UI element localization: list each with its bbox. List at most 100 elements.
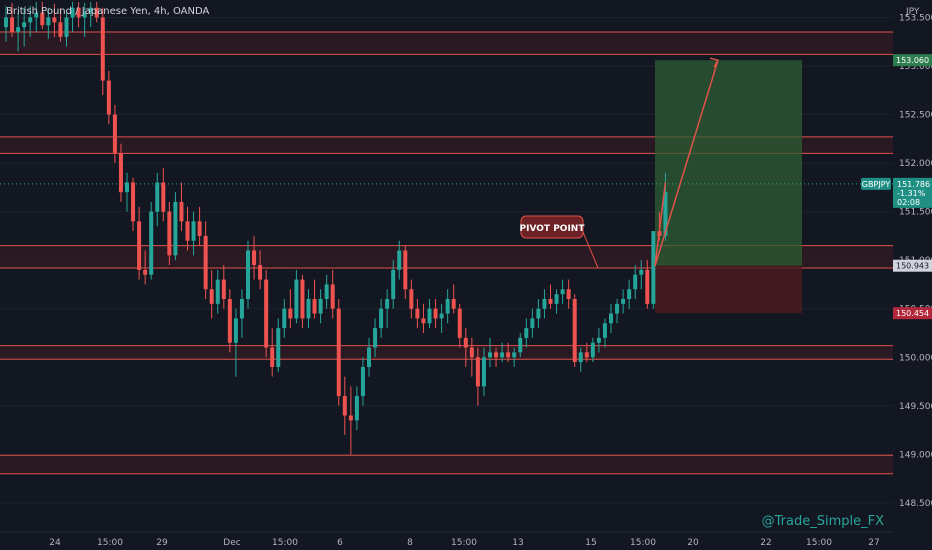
candle	[463, 328, 468, 367]
pivot-annotation[interactable]: PIVOT POINT	[520, 215, 599, 269]
candle	[252, 235, 257, 280]
candle-body	[143, 269, 148, 275]
candle-body	[367, 347, 371, 367]
candle-body	[88, 7, 93, 13]
candle	[52, 3, 57, 37]
price-tick-label: 148.500	[899, 499, 932, 509]
price-labels: 153.060 150.943 150.454 151.786-1.31%02:08 G…	[861, 54, 932, 320]
projection-arrowhead	[709, 57, 720, 68]
candle	[475, 347, 480, 406]
candle-body	[639, 269, 644, 275]
candle	[137, 206, 142, 280]
candle-body	[58, 22, 63, 37]
candle-body	[191, 221, 196, 241]
time-axis[interactable]: 24 15:00 29 Dec 15:00 6 8 15:00 13 15 15:00 20 22 15:…	[0, 531, 893, 548]
candle-body	[167, 211, 172, 256]
candle	[421, 303, 426, 333]
candle	[276, 318, 281, 372]
candle	[106, 70, 111, 125]
candle-body	[427, 308, 432, 324]
candle	[100, 7, 105, 96]
candle-body	[578, 352, 583, 363]
candle-body	[451, 299, 456, 309]
candle-body	[221, 279, 226, 300]
candle-body	[518, 337, 523, 353]
candle-body	[391, 269, 396, 300]
time-tick-label: 15:00	[272, 538, 298, 548]
candle	[621, 289, 626, 314]
zone-band	[0, 345, 893, 360]
candle	[22, 7, 27, 47]
candle-body	[185, 221, 190, 241]
candle	[70, 1, 75, 33]
candle-body	[118, 153, 123, 193]
candle	[46, 7, 51, 39]
candle-body	[494, 352, 499, 358]
candle-body	[560, 289, 565, 295]
price-tick-label: 149.500	[899, 402, 932, 412]
candle-body	[645, 269, 650, 304]
candle-body	[40, 12, 45, 26]
time-tick-label: 20	[687, 538, 699, 548]
candle-body	[82, 12, 87, 18]
candle	[427, 299, 432, 329]
candle-body	[481, 357, 486, 387]
pivot-pointer-line	[582, 231, 599, 269]
candle	[469, 337, 474, 377]
candle-body	[572, 299, 577, 363]
candle-body	[439, 313, 444, 319]
candle	[82, 2, 87, 37]
candle	[312, 279, 317, 319]
candle	[572, 294, 577, 367]
candle-body	[22, 22, 27, 28]
long-position-box[interactable]	[0, 60, 893, 314]
candle	[155, 172, 160, 227]
projection-path	[654, 57, 720, 267]
candle-body	[602, 323, 607, 338]
candle	[270, 328, 275, 377]
candle	[354, 386, 359, 431]
candle	[34, 1, 39, 33]
candle-body	[94, 7, 99, 18]
current-change-label: -1.31%	[897, 189, 926, 198]
candle	[488, 337, 492, 367]
candle-body	[239, 299, 244, 319]
candle-body	[596, 337, 601, 343]
candle-body	[131, 182, 136, 222]
candle-body	[4, 17, 8, 28]
candle	[639, 260, 644, 290]
candle-body	[270, 347, 275, 367]
candle	[379, 299, 384, 338]
candle	[397, 240, 402, 280]
candle-body	[258, 265, 263, 280]
candle	[651, 231, 656, 309]
pivot-label-text[interactable]: PIVOT POINT	[520, 224, 586, 234]
candle-body	[125, 182, 129, 193]
price-tick-label: 152.000	[899, 159, 932, 169]
candle-body	[342, 396, 347, 416]
candle	[566, 279, 571, 309]
price-axis[interactable]: 153.500153.000152.500152.000151.500151.0…	[893, 0, 932, 550]
candle	[64, 12, 69, 47]
candle-body	[318, 299, 323, 314]
candle-body	[294, 279, 299, 319]
candle	[336, 299, 341, 406]
candle	[118, 143, 123, 202]
candle-body	[246, 250, 250, 300]
candle-body	[548, 299, 553, 304]
symbol-tag-bg	[861, 177, 891, 190]
candle-body	[28, 17, 33, 23]
candle	[602, 318, 607, 348]
price-axis-background	[893, 0, 932, 550]
candle-body	[288, 308, 293, 319]
candle	[596, 328, 601, 353]
projection-line	[654, 59, 719, 267]
candle	[403, 245, 408, 300]
candle	[294, 269, 299, 324]
candles-group	[4, 1, 668, 455]
candle	[149, 201, 154, 280]
pivot-label-box[interactable]	[520, 215, 584, 239]
price-tick-label: 150.000	[899, 353, 932, 363]
